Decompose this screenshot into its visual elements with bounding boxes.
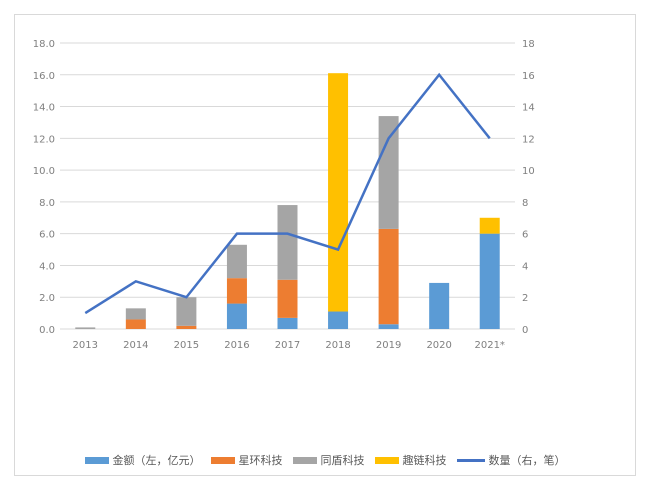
x-tick-label: 2018: [325, 340, 350, 351]
y-right-tick-label: 18: [522, 39, 535, 50]
bar-segment: [429, 282, 450, 329]
legend-label: 数量（右，笔）: [488, 454, 566, 467]
x-tick-label: 2014: [123, 340, 148, 351]
bar-segment: [479, 233, 500, 329]
bar-segment: [125, 308, 146, 320]
y-right-tick-label: 4: [522, 261, 528, 272]
y-left-tick-label: 16.0: [33, 71, 55, 82]
bar-segment: [277, 205, 298, 280]
x-tick-label: 2019: [376, 340, 401, 351]
bar-segment: [277, 317, 298, 329]
legend-item: 金额（左，亿元）: [84, 452, 201, 468]
y-right-tick-label: 12: [522, 134, 535, 145]
legend-item: 同盾科技: [292, 452, 365, 468]
bar-segment: [277, 279, 298, 318]
legend-swatch: [210, 456, 235, 464]
bar-segment: [226, 244, 247, 279]
x-tick-label: 2016: [224, 340, 249, 351]
x-tick-label: 2021*: [474, 340, 504, 351]
bar-segment: [328, 311, 349, 329]
y-left-tick-label: 0.0: [39, 325, 55, 336]
legend-label: 金额（左，亿元）: [112, 454, 201, 467]
x-tick-label: 2017: [275, 340, 300, 351]
x-tick-label: 2013: [73, 340, 98, 351]
y-left-tick-label: 12.0: [33, 134, 55, 145]
x-tick-label: 2015: [174, 340, 199, 351]
y-left-tick-label: 2.0: [39, 293, 55, 304]
chart-frame: [14, 14, 636, 476]
y-left-tick-label: 4.0: [39, 261, 55, 272]
bar-segment: [226, 303, 247, 329]
y-left-tick-label: 14.0: [33, 103, 55, 114]
bar-segment: [378, 324, 399, 329]
legend-item: 趣链科技: [374, 452, 447, 468]
legend-label: 趣链科技: [402, 454, 447, 467]
y-right-tick-label: 16: [522, 71, 535, 82]
y-left-tick-label: 6.0: [39, 230, 55, 241]
legend-swatch: [292, 456, 317, 464]
legend-label: 星环科技: [238, 454, 283, 467]
y-right-tick-label: 0: [522, 325, 528, 336]
bar-segment: [226, 278, 247, 304]
y-left-tick-label: 18.0: [33, 39, 55, 50]
bar-segment: [328, 73, 349, 312]
bar-segment: [176, 325, 197, 329]
bar-segment: [125, 319, 146, 329]
bar-segment: [378, 116, 399, 229]
y-right-tick-label: 14: [522, 103, 535, 114]
legend-item: 星环科技: [210, 452, 283, 468]
legend-swatch: [456, 458, 485, 462]
bar-segment: [176, 297, 197, 326]
x-tick-label: 2020: [426, 340, 451, 351]
bar-segment: [75, 327, 96, 329]
legend: 金额（左，亿元） 星环科技 同盾科技 趣链科技 数量（右，笔）: [0, 452, 650, 468]
legend-label: 同盾科技: [320, 454, 365, 467]
y-right-tick-label: 6: [522, 230, 528, 241]
y-left-tick-label: 10.0: [33, 166, 55, 177]
y-right-tick-label: 8: [522, 198, 528, 209]
y-left-tick-label: 8.0: [39, 198, 55, 209]
bar-segment: [479, 217, 500, 234]
y-right-tick-label: 2: [522, 293, 528, 304]
chart-plot: 0.0 0 2.0 2 4.0 4 6.0 6 8.0 8 10.0 10 12.0 12 14.0 14 16…: [33, 39, 535, 351]
legend-swatch: [374, 456, 399, 464]
y-right-tick-label: 10: [522, 166, 535, 177]
bar-segment: [378, 228, 399, 325]
legend-item: 数量（右，笔）: [456, 452, 566, 468]
legend-swatch: [84, 456, 109, 464]
